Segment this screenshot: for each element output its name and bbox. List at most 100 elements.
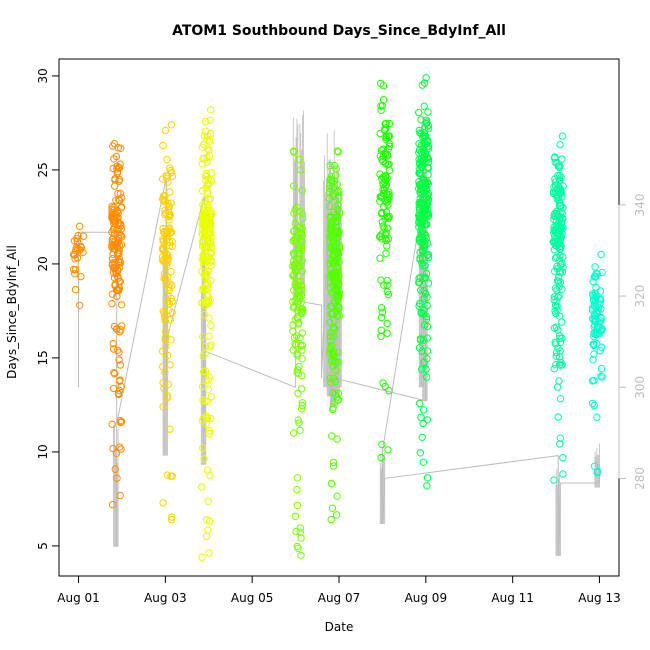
data-point	[333, 492, 341, 500]
data-point	[294, 320, 302, 328]
data-point	[298, 309, 306, 317]
data-point	[201, 273, 210, 282]
data-point	[415, 149, 423, 157]
y-tick-label: 10	[36, 444, 50, 459]
data-point	[327, 479, 336, 488]
data-point	[383, 281, 391, 289]
data-point	[334, 396, 343, 404]
data-point	[113, 474, 121, 482]
data-point	[116, 220, 125, 228]
data-point	[168, 297, 176, 306]
data-point	[377, 313, 386, 322]
data-point	[550, 183, 558, 191]
data-point	[70, 237, 79, 245]
data-point	[201, 117, 210, 126]
data-point	[415, 169, 423, 177]
data-point	[203, 132, 212, 141]
data-point	[108, 290, 117, 298]
data-point	[167, 267, 175, 276]
data-point	[292, 332, 301, 340]
data-point	[379, 145, 387, 153]
data-point	[326, 184, 334, 192]
data-point	[109, 339, 117, 348]
data-point	[299, 305, 307, 313]
data-point	[206, 471, 214, 480]
data-point	[383, 242, 391, 250]
data-point	[559, 204, 567, 212]
data-point	[111, 182, 119, 190]
data-point	[552, 242, 560, 250]
data-point	[419, 262, 427, 270]
data-point	[206, 116, 214, 124]
data-point	[198, 298, 206, 307]
data-point	[419, 419, 427, 428]
data-point	[591, 273, 599, 281]
data-point	[333, 269, 341, 277]
data-point	[296, 277, 305, 286]
data-point	[162, 342, 170, 350]
data-point	[295, 258, 304, 266]
data-point	[198, 382, 207, 391]
data-point	[382, 249, 390, 258]
data-point	[111, 465, 120, 473]
data-point	[114, 274, 122, 282]
data-point	[380, 281, 388, 289]
data-point	[422, 365, 430, 373]
data-point	[420, 358, 428, 366]
data-point	[421, 220, 429, 229]
data-point	[550, 365, 558, 373]
data-point	[116, 491, 124, 500]
data-point	[551, 338, 559, 346]
data-point	[207, 212, 215, 220]
data-point	[330, 161, 339, 170]
data-point	[165, 202, 174, 211]
data-point	[203, 397, 212, 405]
data-point	[553, 286, 561, 294]
data-point	[74, 231, 82, 240]
data-point	[556, 171, 564, 180]
data-point	[597, 372, 605, 380]
data-point	[331, 325, 339, 333]
data-point	[159, 378, 167, 387]
data-point	[327, 173, 336, 181]
data-point	[594, 467, 602, 476]
data-point	[166, 188, 174, 196]
data-point	[204, 190, 212, 198]
data-point	[555, 256, 564, 264]
data-point	[115, 377, 124, 385]
data-point	[552, 352, 560, 360]
data-point	[329, 389, 337, 397]
data-point	[423, 474, 432, 482]
data-point	[290, 236, 298, 244]
data-point	[327, 256, 335, 264]
data-point	[326, 318, 334, 327]
data-point	[424, 158, 433, 166]
data-point	[385, 119, 394, 128]
data-point	[376, 197, 384, 205]
data-point	[415, 126, 423, 135]
data-point	[416, 449, 424, 457]
y-axis-ticks: 5 10 15 20 25 30	[36, 68, 60, 550]
y-axis-label: Days_Since_BdyInf_All	[5, 245, 19, 379]
data-point	[71, 285, 80, 294]
data-point	[383, 276, 391, 285]
data-point	[159, 192, 168, 200]
data-point	[417, 309, 426, 317]
data-point	[556, 235, 564, 243]
data-point	[117, 418, 126, 426]
data-point	[298, 346, 306, 354]
data-point	[110, 226, 118, 234]
data-point	[291, 205, 299, 214]
data-point	[198, 187, 207, 195]
data-point	[378, 440, 386, 449]
data-point	[159, 362, 167, 371]
data-point	[111, 370, 119, 378]
data-point	[423, 138, 432, 146]
data-point	[376, 254, 384, 262]
data-point	[205, 549, 213, 557]
data-point	[333, 218, 341, 226]
data-point	[293, 350, 301, 358]
data-point	[590, 341, 598, 350]
right-tick-label: 280	[633, 467, 647, 490]
